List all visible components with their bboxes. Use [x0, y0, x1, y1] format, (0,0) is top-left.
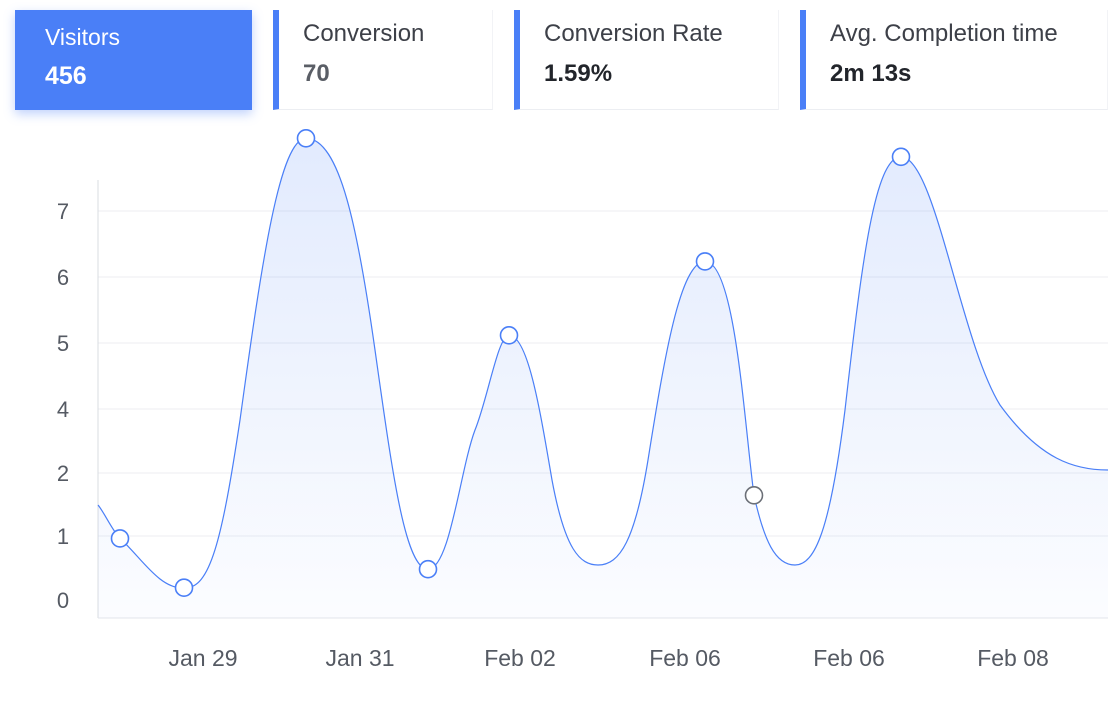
- x-tick-label: Jan 29: [168, 645, 237, 671]
- series-line: [97, 137, 1109, 589]
- stat-value: 456: [45, 62, 87, 90]
- x-tick-label: Feb 02: [484, 645, 556, 671]
- y-tick-label: 6: [57, 265, 69, 290]
- stat-label: Conversion: [303, 20, 425, 47]
- stat-value: 2m 13s: [830, 60, 912, 87]
- stat-label: Conversion Rate: [544, 20, 723, 47]
- stat-label: Visitors: [45, 24, 120, 50]
- y-tick-label: 1: [57, 524, 69, 549]
- chart-area: [97, 137, 1109, 619]
- data-point[interactable]: [174, 578, 194, 597]
- x-tick-label: Feb 06: [649, 645, 721, 671]
- highlighted-data-point[interactable]: [744, 486, 764, 505]
- data-point[interactable]: [418, 559, 438, 579]
- y-tick-label: 0: [57, 588, 69, 613]
- stat-value: 70: [303, 60, 330, 87]
- x-tick-label: Jan 31: [325, 645, 394, 671]
- data-point[interactable]: [110, 529, 130, 548]
- stat-card-avg-completion-time[interactable]: Avg. Completion time 2m 13s: [800, 10, 1108, 110]
- area-fill: [98, 138, 1108, 619]
- stat-card-conversion[interactable]: Conversion 70: [273, 10, 493, 110]
- data-point[interactable]: [891, 147, 911, 167]
- stats-bar: Visitors 456 Conversion 70 Conversion Ra…: [0, 0, 1110, 120]
- data-point[interactable]: [695, 252, 715, 271]
- x-tick-label: Feb 08: [977, 645, 1049, 671]
- y-tick-label: 2: [57, 461, 69, 486]
- data-point[interactable]: [499, 325, 519, 345]
- y-tick-label: 7: [57, 199, 69, 224]
- stat-value: 1.59%: [544, 60, 613, 87]
- stat-card-conversion-rate[interactable]: Conversion Rate 1.59%: [514, 10, 779, 110]
- chart-points: [110, 128, 911, 597]
- stat-card-visitors[interactable]: Visitors 456: [15, 10, 252, 110]
- data-point[interactable]: [296, 128, 316, 148]
- x-axis-labels: Jan 29 Jan 31 Feb 02 Feb 06 Feb 06 Feb 08: [168, 645, 1048, 671]
- y-tick-label: 4: [57, 397, 69, 422]
- stat-label: Avg. Completion time: [830, 20, 1058, 47]
- y-tick-label: 5: [57, 331, 69, 356]
- x-tick-label: Feb 06: [813, 645, 885, 671]
- y-axis-labels: 0 1 2 4 5 6 7: [57, 199, 69, 613]
